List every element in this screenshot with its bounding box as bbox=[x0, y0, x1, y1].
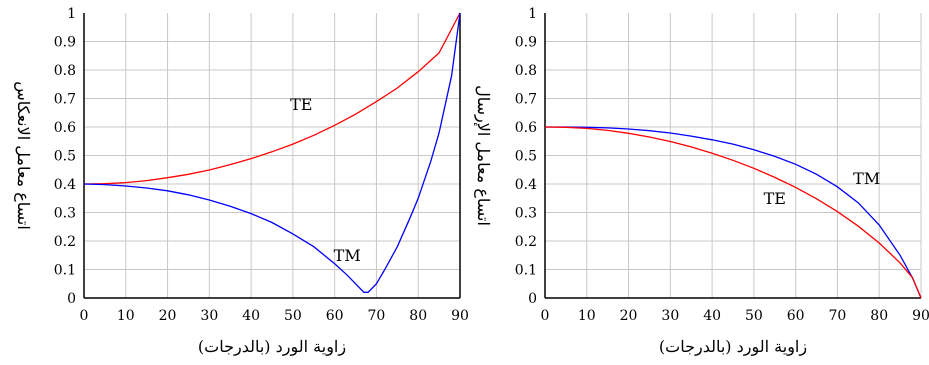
chart2-y-tick-label: 0.9 bbox=[515, 35, 537, 51]
chart2-y-tick-label: 1 bbox=[528, 6, 537, 22]
chart2-y-axis-label: اتساع معامل الإرسال bbox=[474, 85, 493, 226]
chart2-x-tick-label: 10 bbox=[578, 308, 596, 324]
chart1-annotation-te: TE bbox=[290, 95, 312, 114]
chart2-x-tick-label: 90 bbox=[912, 308, 929, 324]
chart2-x-tick-label: 30 bbox=[661, 308, 679, 324]
chart2-x-axis-label: زاوية الورد (بالدرجات) bbox=[659, 337, 807, 356]
chart1-x-tick-label: 50 bbox=[284, 308, 302, 324]
chart1-y-tick-label: 0 bbox=[67, 291, 76, 307]
chart2-x-tick-label: 60 bbox=[787, 308, 805, 324]
chart1-y-tick-label: 0.1 bbox=[54, 263, 76, 279]
chart1-y-axis-label: اتساع معامل الانعكاس bbox=[14, 81, 33, 230]
chart2-y-tick-label: 0.5 bbox=[515, 149, 537, 165]
chart1: 0 10 20 30 40 50 60 70 80 90 0 0.1 0.2 0.3 0.4 0.5 0.6 0.… bbox=[14, 6, 469, 356]
chart1-x-tick-label: 30 bbox=[200, 308, 218, 324]
chart2-y-tick-label: 0.7 bbox=[515, 92, 537, 108]
chart2-x-tick-label: 50 bbox=[745, 308, 763, 324]
chart1-y-tick-label: 0.9 bbox=[54, 35, 76, 51]
chart2-y-tick-label: 0.3 bbox=[515, 206, 537, 222]
chart1-grid bbox=[84, 13, 460, 298]
chart2-x-tick-label: 70 bbox=[829, 308, 847, 324]
chart2-x-tick-label: 20 bbox=[620, 308, 638, 324]
chart1-y-tick-label: 0.2 bbox=[54, 234, 76, 250]
chart2-y-tick-label: 0.6 bbox=[515, 120, 537, 136]
chart2-y-tick-label: 0.2 bbox=[515, 234, 537, 250]
chart1-y-tick-label: 0.6 bbox=[54, 120, 76, 136]
chart1-x-tick-label: 10 bbox=[117, 308, 135, 324]
chart2-annotation-te: TE bbox=[764, 189, 786, 208]
chart1-x-tick-label: 20 bbox=[159, 308, 177, 324]
chart1-y-tick-label: 0.3 bbox=[54, 206, 76, 222]
chart1-x-tick-label: 0 bbox=[80, 308, 89, 324]
chart2-y-tick-label: 0.4 bbox=[515, 177, 537, 193]
chart2-y-tick-label: 0 bbox=[528, 291, 537, 307]
chart2: 0 10 20 30 40 50 60 70 80 90 0 0.1 0.2 0.3 0.4 0.5 0.6 0.… bbox=[474, 6, 929, 356]
chart2-series-tm-line bbox=[545, 126, 922, 299]
chart2-series-te-line bbox=[544, 126, 922, 299]
chart1-y-tick-label: 0.8 bbox=[54, 63, 76, 79]
chart1-x-tick-label: 90 bbox=[451, 308, 469, 324]
chart2-y-tick-label: 0.1 bbox=[515, 263, 537, 279]
chart1-x-tick-label: 60 bbox=[326, 308, 344, 324]
chart2-grid bbox=[545, 13, 921, 298]
chart1-series-te-line bbox=[83, 12, 461, 185]
chart1-x-tick-label: 80 bbox=[409, 308, 427, 324]
chart1-series-tm-line bbox=[83, 12, 461, 293]
chart1-y-tick-label: 1 bbox=[67, 6, 76, 22]
chart1-y-tick-label: 0.4 bbox=[54, 177, 76, 193]
chart2-annotation-tm: TM bbox=[853, 169, 880, 188]
chart1-x-axis-label: زاوية الورد (بالدرجات) bbox=[198, 337, 346, 356]
chart2-x-tick-label: 40 bbox=[703, 308, 721, 324]
chart2-x-tick-label: 0 bbox=[541, 308, 550, 324]
chart2-y-tick-label: 0.8 bbox=[515, 63, 537, 79]
chart1-x-tick-label: 40 bbox=[242, 308, 260, 324]
chart2-x-tick-label: 80 bbox=[870, 308, 888, 324]
chart1-annotation-tm: TM bbox=[334, 246, 361, 265]
chart1-x-tick-label: 70 bbox=[368, 308, 386, 324]
chart1-y-tick-label: 0.5 bbox=[54, 149, 76, 165]
chart1-y-tick-label: 0.7 bbox=[54, 92, 76, 108]
